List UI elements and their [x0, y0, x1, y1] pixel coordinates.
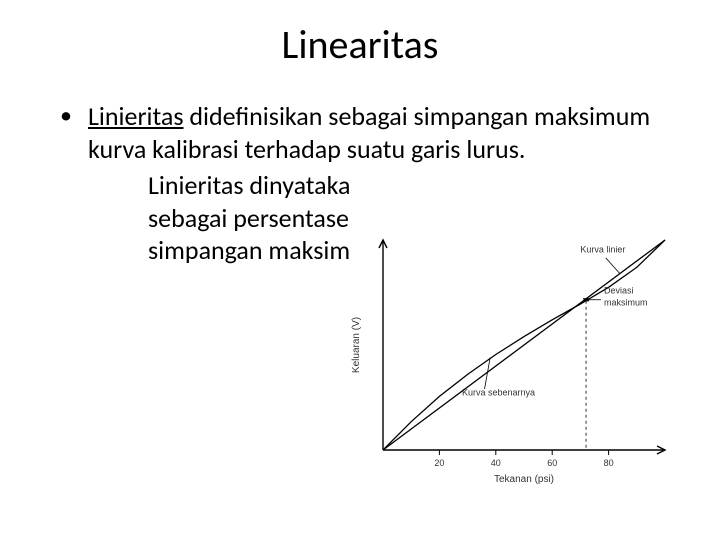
- svg-text:40: 40: [491, 458, 501, 468]
- chart-svg: 20 40 60 80 Tekanan (psi) Keluaran (V) Kurva l…: [345, 230, 675, 490]
- svg-text:20: 20: [434, 458, 444, 468]
- sub-line-3: simpangan maksim: [148, 234, 350, 266]
- svg-text:80: 80: [604, 458, 614, 468]
- svg-text:60: 60: [547, 458, 557, 468]
- svg-text:Kurva sebenarnya: Kurva sebenarnya: [462, 387, 535, 397]
- svg-text:maksimum: maksimum: [604, 298, 648, 308]
- slide: Linearitas • Linieritas didefinisikan se…: [0, 0, 720, 540]
- bullet-mark: •: [60, 100, 88, 132]
- svg-text:Tekanan (psi): Tekanan (psi): [494, 474, 554, 485]
- sub-line-2: sebagai persentase: [148, 202, 349, 234]
- slide-title: Linearitas: [0, 20, 720, 69]
- svg-text:Deviasi: Deviasi: [604, 286, 634, 296]
- defined-term: Linieritas: [88, 100, 184, 132]
- sub-line-1: Linieritas dinyataka: [148, 169, 350, 201]
- svg-text:Keluaran (V): Keluaran (V): [351, 317, 362, 373]
- svg-text:Kurva linier: Kurva linier: [580, 245, 625, 255]
- linearity-chart: 20 40 60 80 Tekanan (psi) Keluaran (V) Kurva l…: [345, 230, 675, 490]
